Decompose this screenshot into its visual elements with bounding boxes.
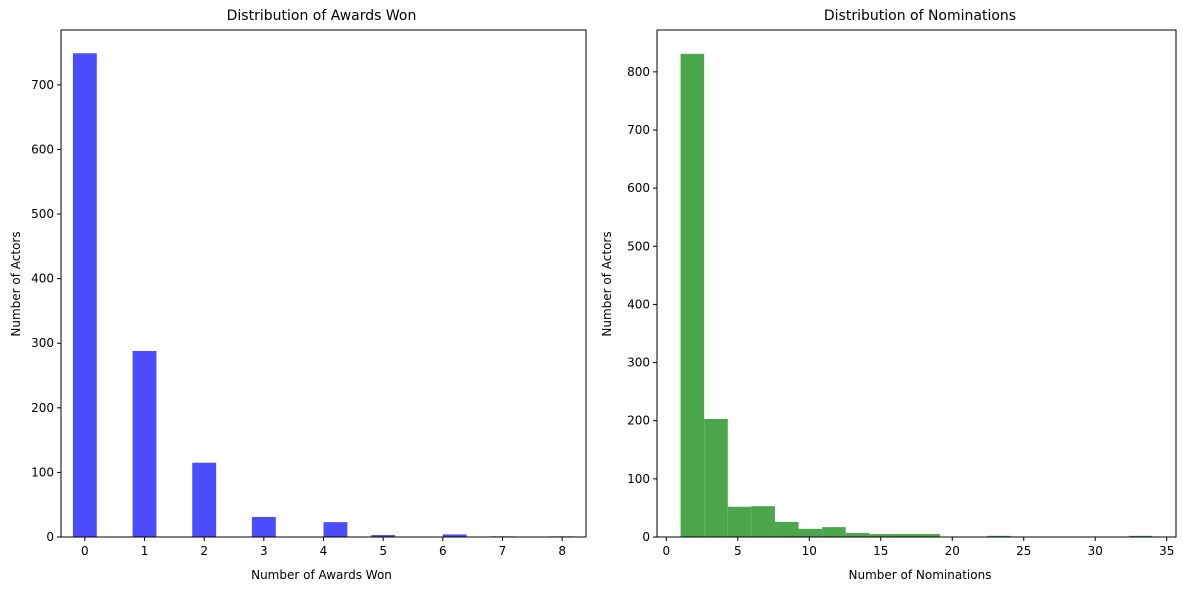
bar-3: [251, 516, 276, 537]
x-tick-label-5: 5: [379, 544, 387, 558]
x-tick-label-7: 7: [499, 544, 507, 558]
histogram-bin-4: [774, 521, 799, 537]
y-tick-label-3: 300: [627, 356, 650, 370]
x-tick-label-3: 15: [873, 544, 888, 558]
histogram-bin-2: [727, 506, 752, 537]
axes-frame: [60, 29, 587, 538]
bars: [680, 53, 1153, 537]
x-ticks: 0 5 10 15 20 25 30 35: [662, 537, 1174, 558]
y-tick-label-0: 0: [642, 530, 650, 544]
histogram-bin-7: [845, 532, 870, 537]
x-tick-label-4: 4: [320, 544, 328, 558]
y-axis-label: Number of Actors: [600, 231, 614, 336]
bars: [72, 53, 575, 538]
bar-5: [371, 535, 396, 537]
histogram-bin-6: [822, 527, 846, 537]
bar-6: [442, 534, 467, 537]
y-tick-label-1: 100: [31, 465, 54, 479]
y-tick-label-8: 800: [627, 65, 650, 79]
y-tick-label-6: 600: [31, 142, 54, 156]
nominations-chart: Distribution of Nominations 0 5 10 15 20 25 30…: [600, 8, 1177, 582]
x-tick-label-8: 8: [558, 544, 566, 558]
histogram-bin-10: [916, 534, 941, 537]
x-axis-label: Number of Awards Won: [251, 568, 392, 582]
x-axis-label: Number of Nominations: [849, 568, 992, 582]
y-tick-label-1: 100: [627, 472, 650, 486]
chart-title: Distribution of Awards Won: [227, 8, 417, 24]
y-tick-label-0: 0: [46, 530, 54, 544]
x-ticks: 0 1 2 3 4 5 6 7 8: [81, 537, 566, 558]
y-tick-label-6: 600: [627, 181, 650, 195]
y-axis-label: Number of Actors: [9, 231, 23, 336]
y-tick-label-7: 700: [31, 78, 54, 92]
y-ticks: 0 100 200 300 400 500 600 700: [31, 78, 61, 544]
histogram-bin-9: [892, 534, 917, 537]
awards-won-chart: Distribution of Awards Won 0 1 2 3 4 5 6 7 8 0 10…: [9, 8, 587, 582]
bar-0: [72, 53, 97, 538]
chart-title: Distribution of Nominations: [824, 8, 1016, 24]
y-tick-label-3: 300: [31, 336, 54, 350]
x-tick-label-0: 0: [662, 544, 670, 558]
x-tick-label-2: 10: [802, 544, 817, 558]
bar-2: [192, 462, 217, 537]
bar-1: [132, 350, 157, 537]
y-tick-label-4: 400: [627, 297, 650, 311]
x-tick-label-4: 20: [945, 544, 960, 558]
bar-4: [323, 522, 348, 537]
axes-frame: [656, 29, 1177, 538]
y-tick-label-5: 500: [31, 207, 54, 221]
y-tick-label-5: 500: [627, 239, 650, 253]
y-tick-label-4: 400: [31, 272, 54, 286]
histogram-bin-8: [869, 534, 893, 537]
histogram-bin-1: [704, 418, 728, 537]
y-ticks: 0 100 200 300 400 500 600 700 800: [627, 65, 657, 544]
x-tick-label-1: 5: [734, 544, 742, 558]
y-tick-label-7: 700: [627, 123, 650, 137]
x-tick-label-1: 1: [141, 544, 149, 558]
histogram-bin-5: [798, 528, 823, 537]
y-tick-label-2: 200: [627, 414, 650, 428]
x-tick-label-6: 30: [1088, 544, 1103, 558]
x-tick-label-6: 6: [439, 544, 447, 558]
histogram-bin-0: [680, 53, 705, 537]
x-tick-label-3: 3: [260, 544, 268, 558]
x-tick-label-0: 0: [81, 544, 89, 558]
y-tick-label-2: 200: [31, 401, 54, 415]
x-tick-label-5: 25: [1016, 544, 1031, 558]
x-tick-label-2: 2: [200, 544, 208, 558]
histogram-bin-19: [1128, 535, 1153, 537]
histogram-bin-3: [751, 506, 775, 537]
x-tick-label-7: 35: [1159, 544, 1174, 558]
histogram-bin-13: [987, 535, 1011, 537]
